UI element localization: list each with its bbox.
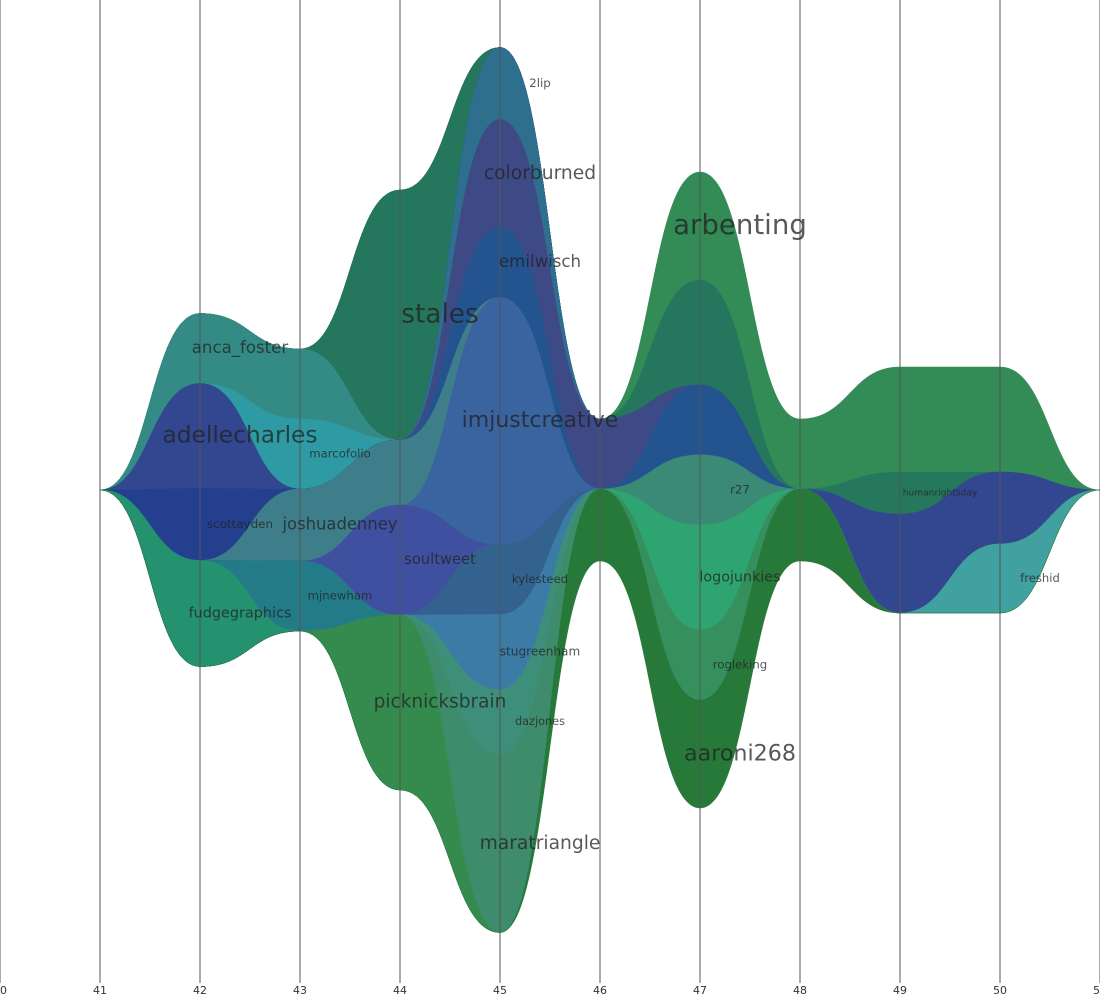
series-label: scottayden: [207, 517, 273, 531]
series-label: joshuadenney: [282, 515, 398, 534]
series-label: emilwisch: [499, 252, 581, 271]
x-tick-label: 49: [893, 984, 907, 997]
series-label: kylesteed: [512, 572, 568, 586]
series-label: rogleking: [713, 658, 767, 672]
series-label: marcofolio: [309, 447, 371, 461]
series-label: soultweet: [404, 551, 476, 568]
series-label: mjnewham: [308, 589, 373, 603]
series-label: maratriangle: [480, 833, 601, 854]
series-label: 2lip: [529, 76, 551, 90]
x-tick-label: 42: [193, 984, 207, 997]
series-label: fudgegraphics: [189, 606, 292, 622]
series-label: imjustcreative: [462, 408, 619, 433]
x-tick-label: 44: [393, 984, 407, 997]
x-tick-label: 43: [293, 984, 307, 997]
x-tick-label: 48: [793, 984, 807, 997]
series-label: stales: [401, 299, 479, 330]
x-tick-label: 50: [993, 984, 1007, 997]
series-label: freshid: [1020, 571, 1060, 585]
x-tick-label: 40: [0, 984, 7, 997]
series-label: r27: [730, 483, 750, 497]
series-label: aaroni268: [684, 741, 796, 767]
series-label: humanrightsday: [903, 489, 978, 499]
x-tick-label: 47: [693, 984, 707, 997]
x-tick-label: 41: [93, 984, 107, 997]
x-tick-label: 46: [593, 984, 607, 997]
x-tick-label: 51: [1093, 984, 1100, 997]
series-label: logojunkies: [699, 570, 780, 586]
series-label: arbenting: [673, 208, 807, 241]
series-label: adellecharles: [162, 422, 317, 449]
series-label: stugreenham: [500, 645, 581, 659]
series-label: anca_foster: [192, 338, 289, 358]
series-label: colorburned: [484, 163, 596, 184]
x-tick-label: 45: [493, 984, 507, 997]
series-label: picknicksbrain: [374, 692, 507, 713]
series-label: dazjones: [515, 715, 565, 728]
